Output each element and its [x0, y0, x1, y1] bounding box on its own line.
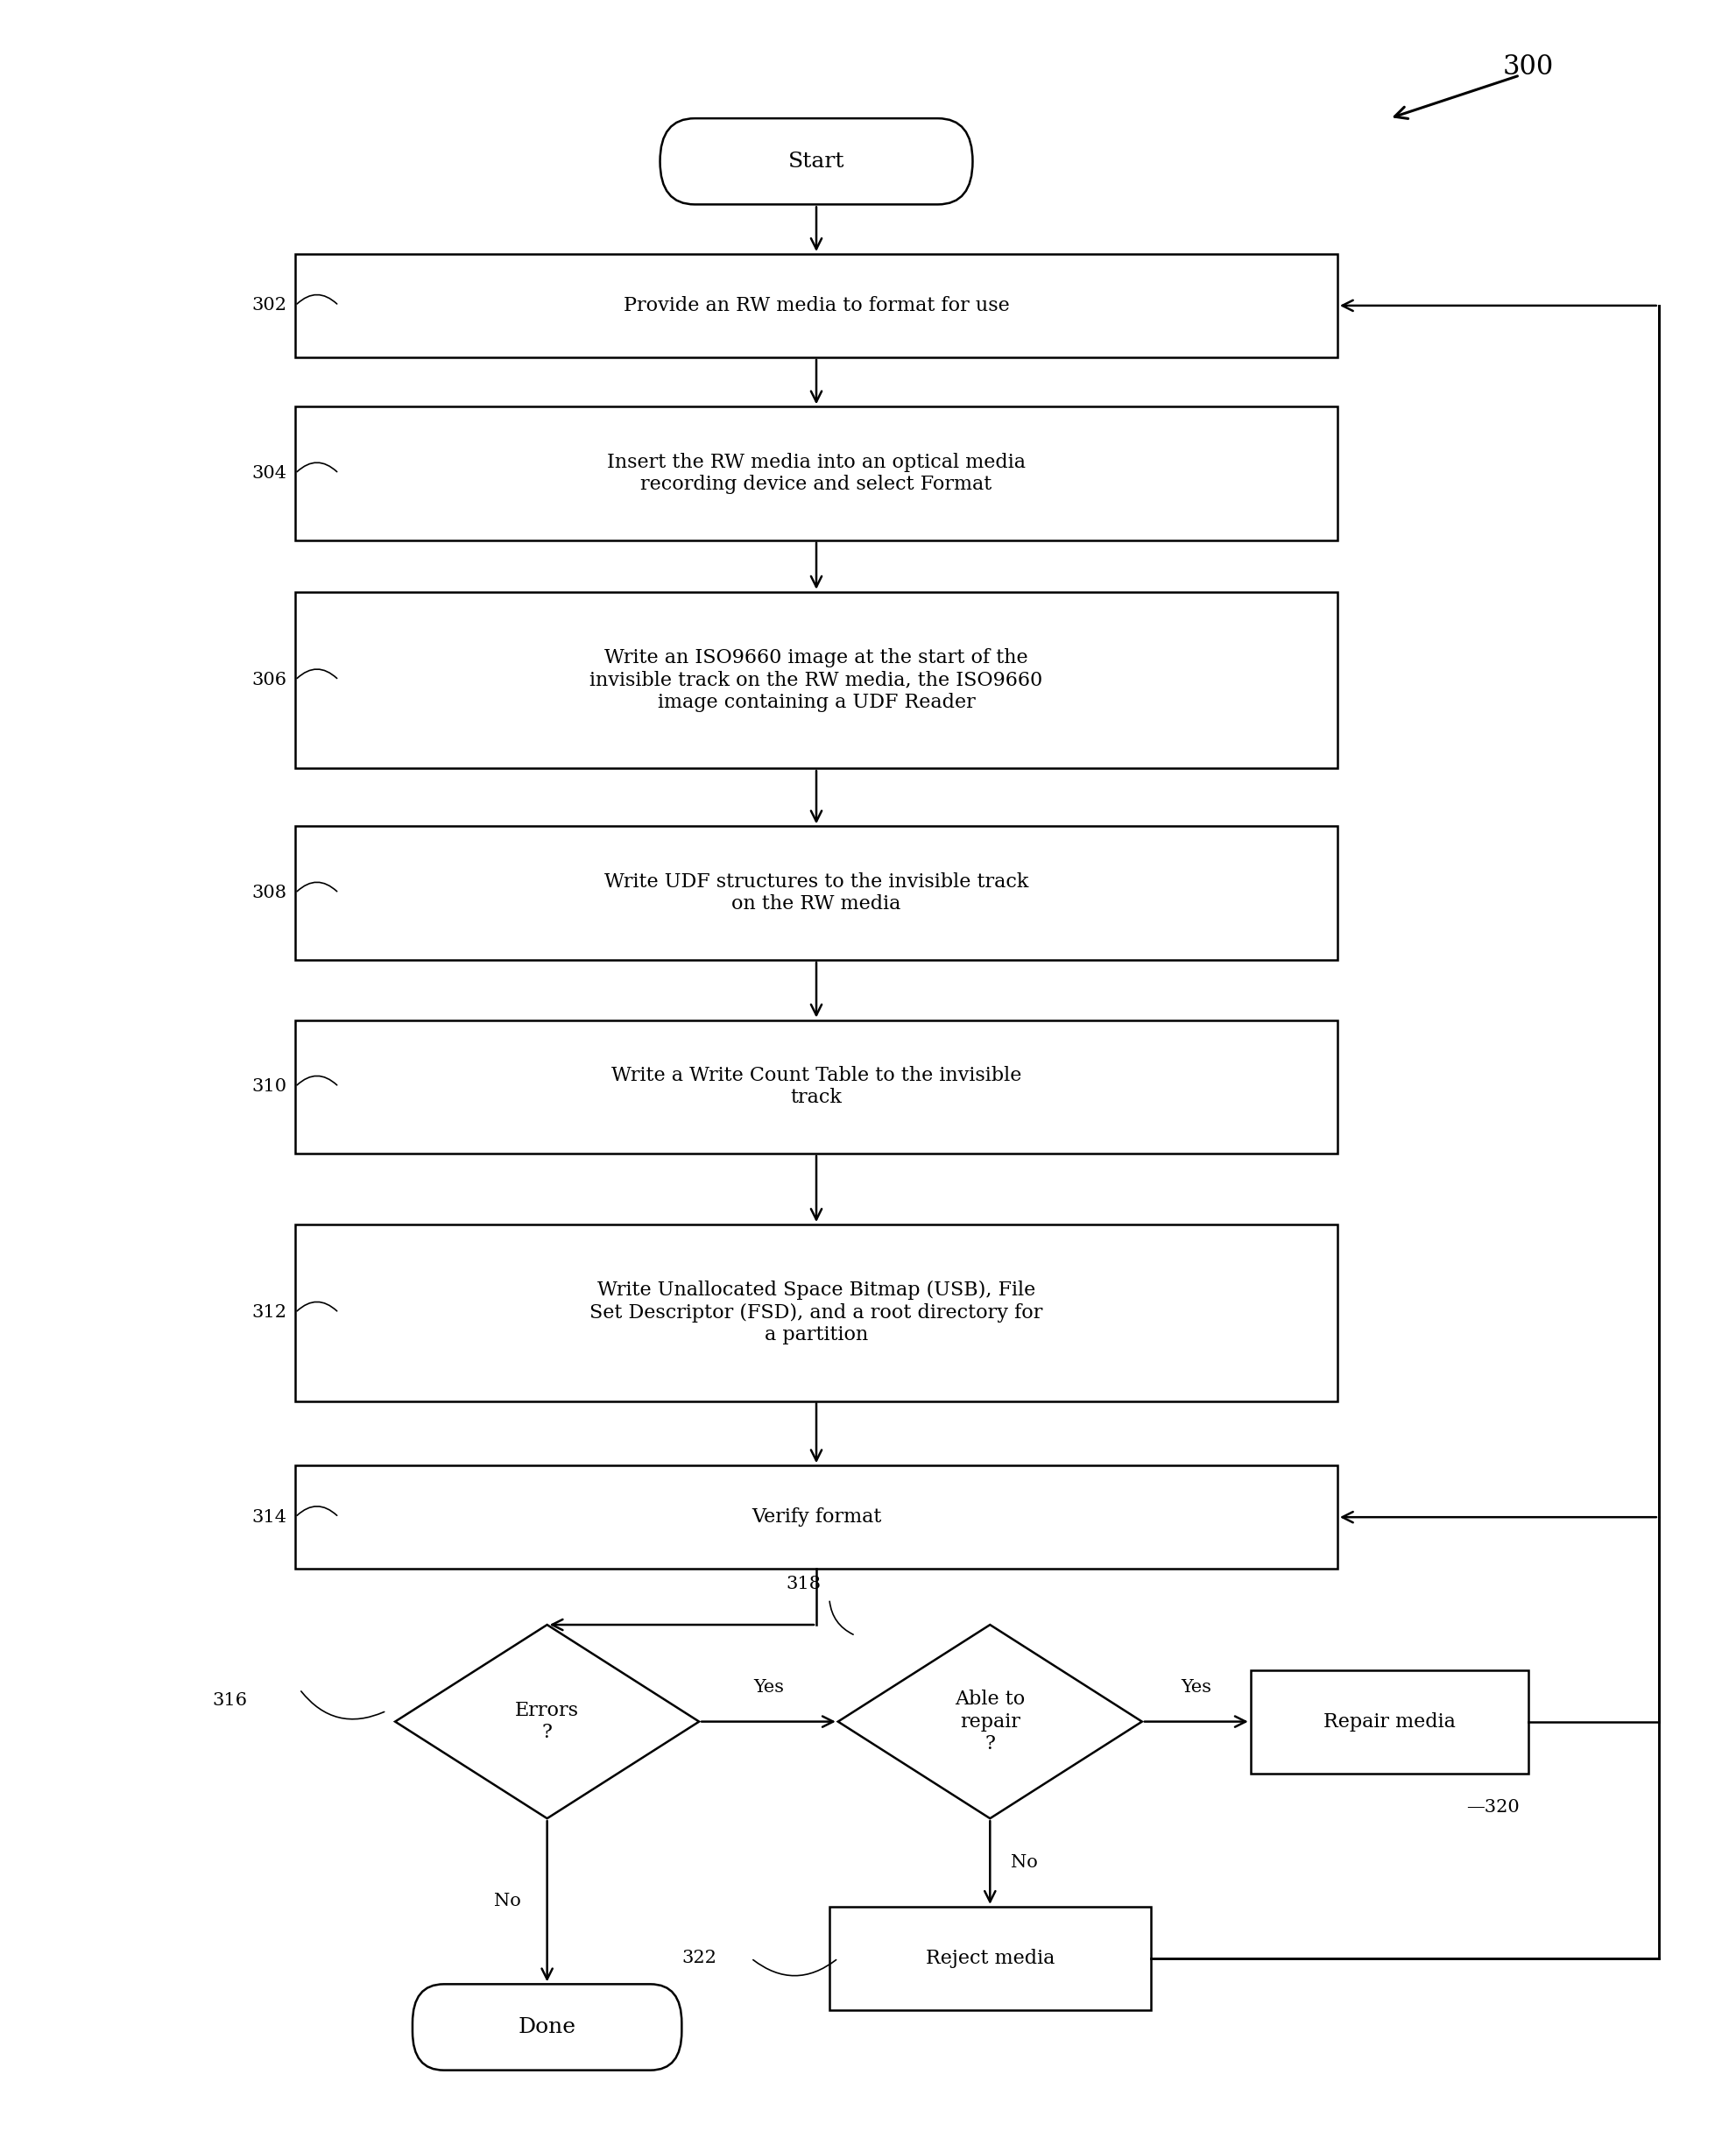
Bar — [295, 826, 1337, 960]
Text: 314: 314 — [252, 1509, 286, 1526]
Text: Write Unallocated Space Bitmap (USB), File
Set Descriptor (FSD), and a root dire: Write Unallocated Space Bitmap (USB), Fi… — [590, 1280, 1042, 1345]
Text: Write a Write Count Table to the invisible
track: Write a Write Count Table to the invisib… — [611, 1065, 1021, 1108]
Polygon shape — [394, 1625, 698, 1818]
Text: Yes: Yes — [1180, 1679, 1212, 1696]
Bar — [295, 1466, 1337, 1569]
Text: No: No — [493, 1894, 521, 1909]
Bar — [295, 1020, 1337, 1153]
Text: No: No — [1010, 1855, 1038, 1870]
Text: 316: 316 — [212, 1691, 248, 1709]
Text: Errors
?: Errors ? — [516, 1700, 578, 1743]
Bar — [1250, 1670, 1528, 1773]
Text: 306: 306 — [252, 671, 286, 689]
FancyBboxPatch shape — [413, 1984, 681, 2070]
Text: Insert the RW media into an optical media
recording device and select Format: Insert the RW media into an optical medi… — [606, 452, 1026, 495]
Text: Write an ISO9660 image at the start of the
invisible track on the RW media, the : Write an ISO9660 image at the start of t… — [590, 648, 1042, 712]
Bar — [295, 254, 1337, 357]
Text: Verify format: Verify format — [752, 1509, 880, 1526]
Text: Repair media: Repair media — [1323, 1713, 1455, 1730]
Bar — [828, 1907, 1149, 2010]
Text: 318: 318 — [785, 1575, 819, 1592]
Text: Done: Done — [517, 2016, 576, 2038]
Text: Able to
repair
?: Able to repair ? — [955, 1689, 1024, 1754]
Bar — [295, 407, 1337, 540]
Text: 304: 304 — [252, 465, 286, 482]
Text: Write UDF structures to the invisible track
on the RW media: Write UDF structures to the invisible tr… — [604, 872, 1028, 915]
Bar — [295, 1224, 1337, 1401]
Bar — [295, 592, 1337, 768]
Text: —320: —320 — [1465, 1799, 1519, 1816]
Text: 322: 322 — [681, 1950, 715, 1967]
FancyBboxPatch shape — [660, 118, 972, 204]
Polygon shape — [837, 1625, 1142, 1818]
Text: Yes: Yes — [753, 1679, 783, 1696]
Text: 312: 312 — [252, 1304, 286, 1321]
Text: Reject media: Reject media — [925, 1950, 1054, 1967]
Text: 310: 310 — [252, 1078, 286, 1095]
Text: Start: Start — [788, 151, 844, 172]
Text: 308: 308 — [252, 884, 286, 902]
Text: Provide an RW media to format for use: Provide an RW media to format for use — [623, 297, 1009, 314]
Text: 300: 300 — [1502, 54, 1554, 82]
Text: 302: 302 — [252, 297, 286, 314]
